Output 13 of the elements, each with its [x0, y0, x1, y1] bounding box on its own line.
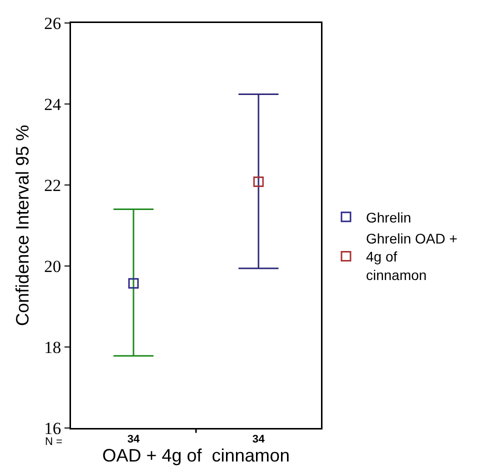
y-axis-title: Confidence Interval 95 % [12, 124, 33, 326]
y-tick-label: 16 [44, 418, 62, 438]
legend-label: Ghrelin [366, 209, 412, 226]
legend-label: Ghrelin OAD + 4g of cinnamon [366, 230, 458, 283]
y-tick-label: 24 [44, 94, 62, 114]
x-axis-title: OAD + 4g of cinnamon [102, 446, 290, 466]
y-tick-label: 26 [44, 14, 62, 33]
y-tick-label: 22 [44, 176, 62, 195]
x-tick-label: 34 [127, 434, 140, 446]
text: N = [45, 436, 62, 448]
y-tick-label: 20 [44, 256, 62, 276]
x-tick-label: 34 [252, 434, 266, 446]
y-tick-label: 18 [44, 338, 62, 357]
